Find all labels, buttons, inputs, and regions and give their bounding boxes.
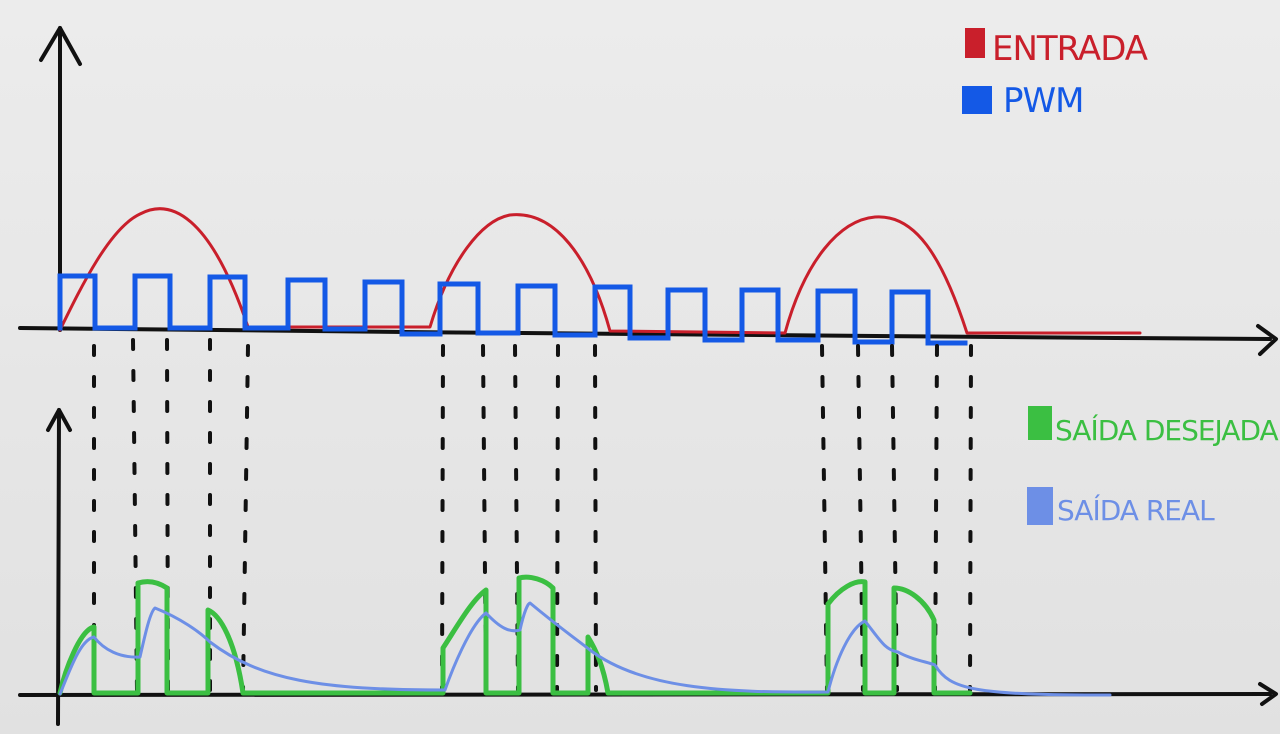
guide-line bbox=[968, 344, 973, 692]
guide-line bbox=[241, 344, 250, 692]
pwm-waveform bbox=[57, 273, 968, 346]
pwm-legend-label: PWM bbox=[1003, 81, 1083, 121]
top-legend: ENTRADA PWM bbox=[962, 28, 1149, 121]
entrada-waveform bbox=[58, 207, 1142, 335]
entrada-legend-swatch bbox=[965, 28, 985, 58]
desired-output-legend-swatch bbox=[1028, 406, 1052, 440]
entrada-legend-label: ENTRADA bbox=[992, 29, 1148, 69]
desired-output-legend-label: SAÍDA DESEJADA bbox=[1055, 413, 1279, 447]
guide-line bbox=[856, 344, 865, 692]
real-output-legend-swatch bbox=[1027, 487, 1053, 525]
real-output-legend-label: SAÍDA REAL bbox=[1057, 493, 1215, 527]
bottom-y-axis bbox=[56, 408, 61, 726]
pwm-legend-swatch bbox=[962, 86, 992, 114]
bottom-x-axis-arrow bbox=[1258, 682, 1278, 706]
bottom-y-axis-arrow bbox=[46, 408, 72, 432]
guide-line bbox=[440, 344, 445, 692]
top-x-axis-arrow bbox=[1256, 324, 1278, 356]
guide-line bbox=[555, 344, 560, 692]
top-x-axis bbox=[18, 326, 1272, 341]
real-output-waveform bbox=[58, 601, 1112, 697]
desired-output-waveform bbox=[57, 574, 973, 696]
sample-guides bbox=[92, 338, 973, 692]
bottom-legend: SAÍDA DESEJADA SAÍDA REAL bbox=[1027, 406, 1280, 527]
guide-line bbox=[593, 344, 598, 692]
top-y-axis-arrow bbox=[39, 26, 82, 66]
